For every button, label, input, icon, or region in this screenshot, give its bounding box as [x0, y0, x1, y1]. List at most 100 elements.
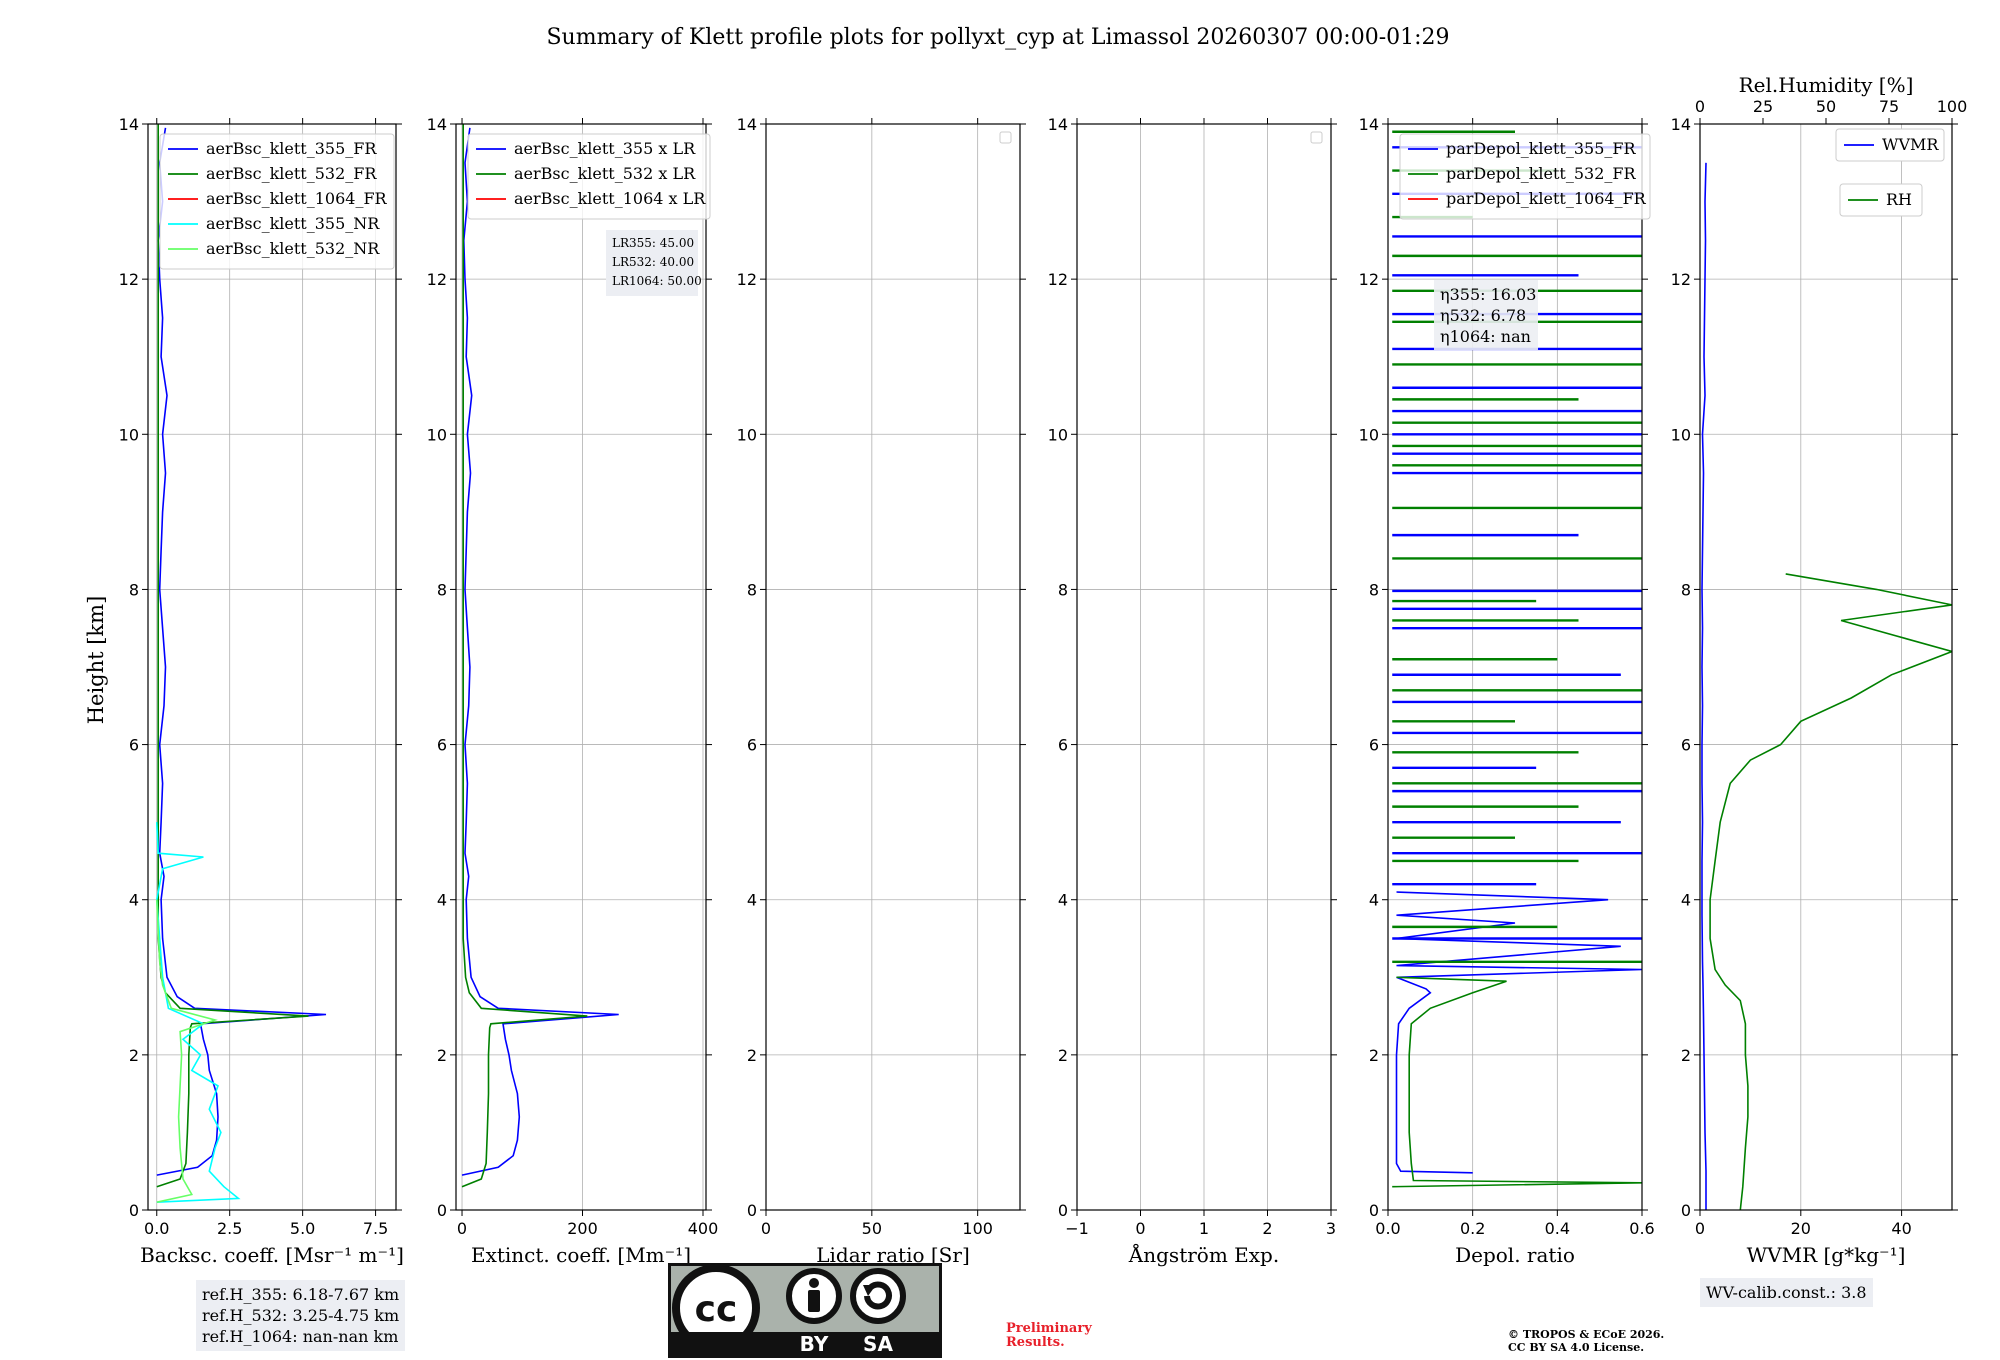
y-tick-label: 10: [1359, 425, 1379, 444]
y-tick-label: 8: [129, 580, 139, 599]
cc-logo-text: cc: [695, 1289, 738, 1330]
legend-box-wvmr: [1835, 128, 1945, 162]
x-tick-label: 400: [688, 1219, 719, 1238]
legend-box: [467, 133, 711, 220]
y-tick-label: 0: [437, 1201, 447, 1220]
legend-box: [159, 133, 395, 270]
legend-entry: parDepol_klett_355_FR: [1446, 139, 1637, 158]
y-tick-label: 4: [1681, 891, 1691, 910]
legend-entry: aerBsc_klett_1064 x LR: [514, 189, 706, 208]
panel-frame: [765, 123, 1021, 1211]
y-tick-label: 2: [437, 1046, 447, 1065]
series-line-aerBsc_klett_355_FR: [156, 127, 327, 1176]
y-axis-label: Height [km]: [84, 596, 108, 725]
series-group: [155, 124, 327, 1203]
sa-arrow-head: [863, 1285, 876, 1296]
legend-entry: aerBsc_klett_355 x LR: [514, 139, 696, 158]
eta-box: [1434, 280, 1538, 350]
lidar-ratio-box: [606, 230, 698, 296]
series-line-aerBsc_klett_355_NR: [155, 822, 241, 1203]
panel-frame: [1387, 123, 1643, 1211]
x-axis-label: Depol. ratio: [1455, 1243, 1575, 1267]
x-tick-label: 3: [1326, 1219, 1336, 1238]
y-tick-label: 14: [1359, 115, 1379, 134]
y-tick-label: 14: [119, 115, 139, 134]
eta-text: η532: 6.78: [1440, 306, 1526, 325]
x-tick-label: 0: [761, 1219, 771, 1238]
series-line-aerBsc_klett_532 x LR: [461, 124, 588, 1188]
copyright-line-1: © TROPOS & ECoE 2026.: [1508, 1328, 1665, 1341]
y-tick-label: 12: [1671, 270, 1691, 289]
ref-height-532: ref.H_532: 3.25-4.75 km: [202, 1306, 400, 1325]
panel-frame: [147, 123, 397, 1211]
legend-entry: aerBsc_klett_532_NR: [206, 239, 380, 258]
preliminary-notice: Preliminary Results.: [1006, 1321, 1092, 1350]
legend-entry: aerBsc_klett_1064_FR: [206, 189, 388, 208]
series-line-RH: [1709, 573, 1952, 1210]
cc-license-logo: cc BY SA: [668, 1263, 942, 1358]
lidar-ratio-text: LR532: 40.00: [612, 255, 694, 269]
x-tick-label: 0: [457, 1219, 467, 1238]
x-tick-label: 0.6: [1629, 1219, 1654, 1238]
y-tick-label: 12: [1359, 270, 1379, 289]
series-line-parDepol_klett_355_FR: [1395, 891, 1642, 1174]
series-line-parDepol_klett_532_FR: [1392, 976, 1642, 1188]
x-tick-label: 1: [1199, 1219, 1209, 1238]
y-tick-label: 6: [1058, 736, 1068, 755]
ref-height-355: ref.H_355: 6.18-7.67 km: [202, 1285, 400, 1304]
panel-frame: [1699, 123, 1953, 1211]
y-tick-label: 14: [1048, 115, 1068, 134]
top-x-tick-label: 100: [1937, 97, 1968, 116]
y-tick-label: 12: [1048, 270, 1068, 289]
y-tick-label: 0: [1681, 1201, 1691, 1220]
by-person-body: [808, 1290, 820, 1312]
y-tick-label: 2: [1058, 1046, 1068, 1065]
y-tick-label: 12: [119, 270, 139, 289]
y-tick-label: 10: [1048, 425, 1068, 444]
badge-sa-label: SA: [863, 1332, 893, 1356]
y-tick-label: 6: [437, 736, 447, 755]
lidar-ratio-text: LR1064: 50.00: [612, 274, 702, 288]
top-x-tick-label: 75: [1879, 97, 1899, 116]
x-tick-label: 50: [862, 1219, 882, 1238]
legend-entry: aerBsc_klett_532 x LR: [514, 164, 696, 183]
top-x-tick-label: 50: [1816, 97, 1836, 116]
lidar-ratio-text: LR355: 45.00: [612, 236, 694, 250]
x-axis-label: WVMR [g*kg⁻¹]: [1747, 1243, 1906, 1267]
x-tick-label: 0.0: [1375, 1219, 1400, 1238]
y-tick-label: 10: [737, 425, 757, 444]
legend-entry-rh: RH: [1886, 190, 1912, 209]
legend-box: [1399, 133, 1651, 220]
x-tick-label: 5.0: [290, 1219, 315, 1238]
y-tick-label: 8: [1369, 580, 1379, 599]
empty-legend: [999, 131, 1012, 144]
x-tick-label: 0.4: [1545, 1219, 1570, 1238]
copyright-notice: © TROPOS & ECoE 2026. CC BY SA 4.0 Licen…: [1508, 1328, 1664, 1354]
y-tick-label: 6: [1681, 736, 1691, 755]
by-person-head: [809, 1278, 819, 1288]
x-tick-label: 2.5: [217, 1219, 242, 1238]
wv-calib-box: WV-calib.const.: 3.8: [1700, 1278, 1873, 1307]
series-line-aerBsc_klett_355 x LR: [461, 127, 619, 1176]
y-tick-label: 14: [737, 115, 757, 134]
x-tick-label: 200: [567, 1219, 598, 1238]
badge-by-label: BY: [800, 1332, 829, 1356]
series-group: [461, 124, 619, 1188]
series-line-WVMR: [1701, 162, 1707, 1210]
top-x-tick-label: 0: [1695, 97, 1705, 116]
figure-title: Summary of Klett profile plots for polly…: [546, 25, 1449, 50]
y-tick-label: 4: [1369, 891, 1379, 910]
wv-calib-text: WV-calib.const.: 3.8: [1706, 1283, 1867, 1302]
y-tick-label: 8: [747, 580, 757, 599]
y-tick-label: 2: [1681, 1046, 1691, 1065]
y-tick-label: 10: [427, 425, 447, 444]
x-tick-label: 0: [1135, 1219, 1145, 1238]
y-tick-label: 6: [129, 736, 139, 755]
x-tick-label: 100: [962, 1219, 993, 1238]
legend-entry: aerBsc_klett_355_NR: [206, 214, 380, 233]
legend-entry: aerBsc_klett_532_FR: [206, 164, 377, 183]
x-tick-label: 20: [1791, 1219, 1811, 1238]
top-x-tick-label: 25: [1753, 97, 1773, 116]
